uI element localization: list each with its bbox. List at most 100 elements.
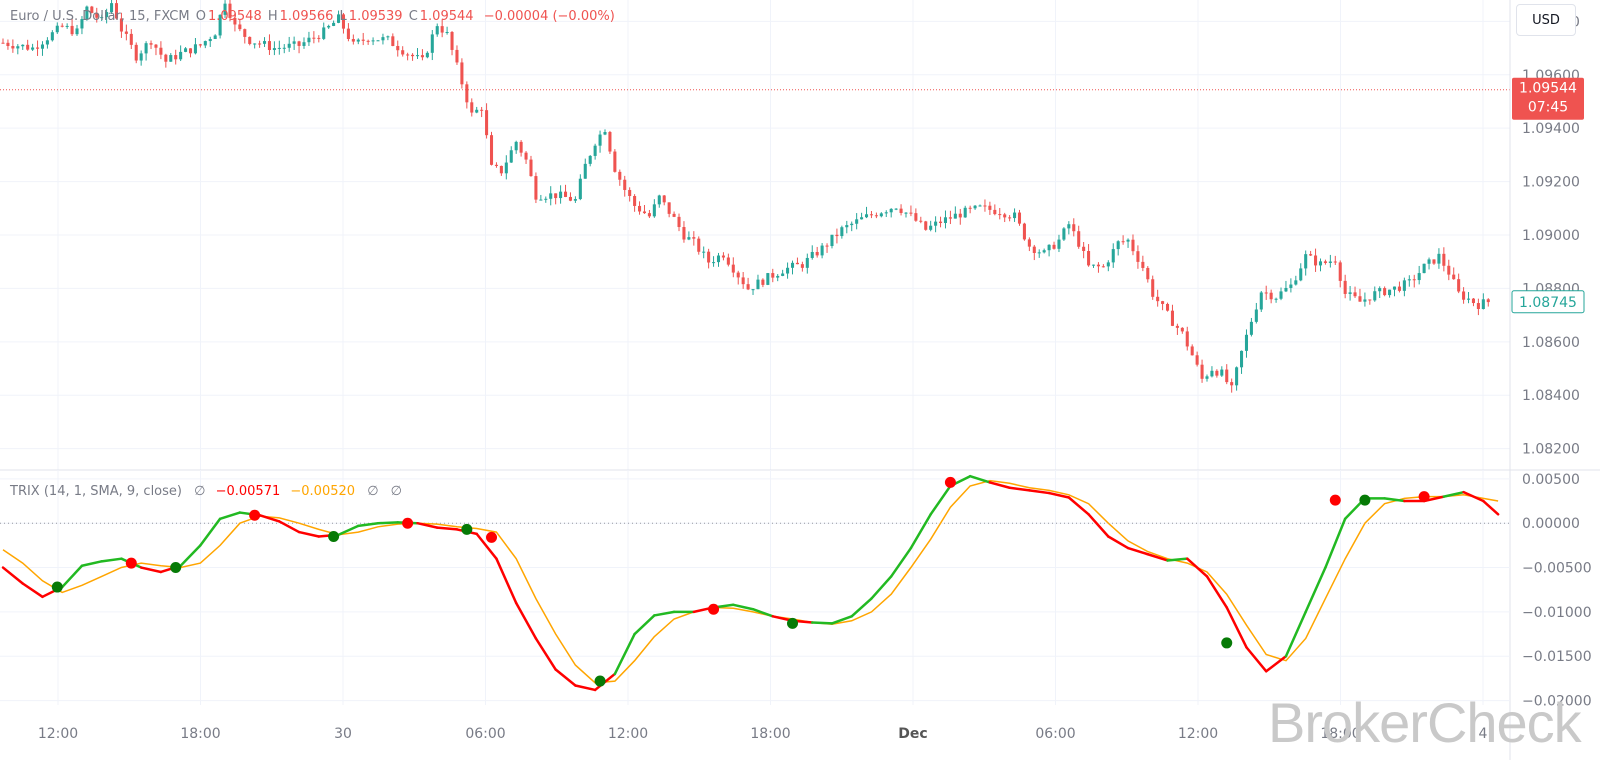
candle-body xyxy=(756,279,760,290)
trix-line-segment xyxy=(810,621,834,625)
candle-body xyxy=(341,14,346,29)
candle-body xyxy=(549,193,553,199)
trix-line-segment xyxy=(1442,490,1465,498)
candle-body xyxy=(401,50,405,55)
trix-null-2: ∅ xyxy=(367,484,379,499)
trix-line-segment xyxy=(495,557,518,605)
candle-body xyxy=(939,221,943,224)
candle-body xyxy=(1082,246,1086,252)
trix-tick-label: −0.01000 xyxy=(1522,605,1592,621)
candle-body xyxy=(909,212,913,214)
time-tick-label: 4 xyxy=(1479,726,1488,742)
trix-grid xyxy=(0,470,1510,705)
candle-body xyxy=(297,41,301,46)
candle-body xyxy=(16,46,20,49)
signal-value: −0.00520 xyxy=(290,484,356,499)
candle-body xyxy=(460,62,464,85)
time-tick-label: 18:00 xyxy=(750,726,790,742)
candle-body xyxy=(480,109,484,111)
trix-line-segment xyxy=(929,484,952,516)
trix-line-segment xyxy=(416,521,439,529)
trix-title[interactable]: TRIX (14, 1, SMA, 9, close) xyxy=(10,484,182,499)
candle-body xyxy=(568,196,572,201)
candle-body xyxy=(573,199,577,201)
candle-body xyxy=(445,32,449,34)
candle-body xyxy=(983,205,987,207)
cross-marker-green xyxy=(170,562,182,574)
trix-line-segment xyxy=(60,564,84,589)
candle-body xyxy=(1388,289,1392,296)
candle-body xyxy=(70,25,74,35)
time-tick-label: 18:00 xyxy=(1320,726,1360,742)
candle-body xyxy=(1304,254,1308,269)
candle-body xyxy=(1151,279,1155,297)
candle-body xyxy=(1161,301,1165,304)
candle-body xyxy=(741,277,745,285)
candle-body xyxy=(761,279,765,285)
candle-body xyxy=(1328,261,1332,263)
trix-line-segment xyxy=(633,614,656,636)
symbol-title[interactable]: Euro / U.S. Dollar, 15, FXCM xyxy=(10,9,190,24)
trix-tick-label: −0.01500 xyxy=(1522,649,1592,665)
candle-body xyxy=(598,134,602,146)
trix-axis[interactable]: 0.00500 0.00000 −0.00500 −0.01000 −0.01500 −0… xyxy=(1522,472,1592,710)
candle-body xyxy=(1116,241,1120,250)
candle-body xyxy=(1397,286,1401,291)
currency-button[interactable]: USD xyxy=(1516,4,1576,36)
trix-line-segment xyxy=(1146,552,1169,562)
candle-body xyxy=(1205,376,1209,379)
trix-line-segment xyxy=(1383,497,1406,503)
last-value-badge xyxy=(1511,290,1585,314)
time-tick-label: 12:00 xyxy=(38,726,78,742)
candle-body xyxy=(371,40,375,42)
trix-tick-label: −0.00500 xyxy=(1522,561,1592,577)
last-value-text: 1.08745 xyxy=(1519,295,1577,311)
time-axis[interactable]: 12:00 18:00 30 06:00 12:00 18:00 Dec 06:00 12:00… xyxy=(38,726,1488,742)
candle-body xyxy=(1437,253,1441,264)
candle-body xyxy=(1471,298,1475,304)
candle-body xyxy=(253,43,257,45)
candle-body xyxy=(919,220,923,222)
brokercheck-watermark: BrokerCheck xyxy=(1268,691,1582,754)
candle-body xyxy=(726,257,730,265)
candle-body xyxy=(1353,292,1357,297)
candle-body xyxy=(1126,239,1130,242)
candle-body xyxy=(1358,296,1362,302)
candle-body xyxy=(1146,267,1150,280)
candle-body xyxy=(1466,298,1471,300)
cross-marker-red xyxy=(1329,494,1341,506)
candle-body xyxy=(465,84,469,103)
candle-body xyxy=(1363,299,1367,302)
candle-body xyxy=(1378,288,1382,292)
high-value: 1.09566 xyxy=(279,9,334,24)
trix-line-segment xyxy=(1166,557,1189,562)
trix-line-segment xyxy=(297,530,321,538)
candle-body xyxy=(425,52,429,58)
high-label: H xyxy=(267,9,278,24)
candle-body xyxy=(1052,244,1056,249)
candle-body xyxy=(1476,303,1480,309)
candle-body xyxy=(228,3,232,18)
candle-body xyxy=(159,47,163,55)
time-tick-label: 18:00 xyxy=(180,726,220,742)
candle-body xyxy=(1314,255,1318,266)
candle-body xyxy=(1333,261,1337,263)
candle-body xyxy=(618,171,622,180)
candle-body xyxy=(75,28,79,35)
candle-body xyxy=(1087,251,1091,266)
candle-body xyxy=(1264,292,1268,294)
candle-body xyxy=(1417,273,1421,281)
candle-body xyxy=(840,227,844,237)
candle-body xyxy=(1279,291,1283,299)
candle-body xyxy=(346,28,350,39)
candle-body xyxy=(963,207,967,218)
price-tick-label: 1.08400 xyxy=(1522,388,1580,404)
signal-line xyxy=(2,479,1499,684)
candle-body xyxy=(1274,298,1278,300)
candle-body xyxy=(825,245,829,247)
trix-line-segment xyxy=(1067,496,1090,516)
candle-body xyxy=(282,47,286,49)
candle-body xyxy=(623,179,627,190)
trix-null-3: ∅ xyxy=(390,484,402,499)
